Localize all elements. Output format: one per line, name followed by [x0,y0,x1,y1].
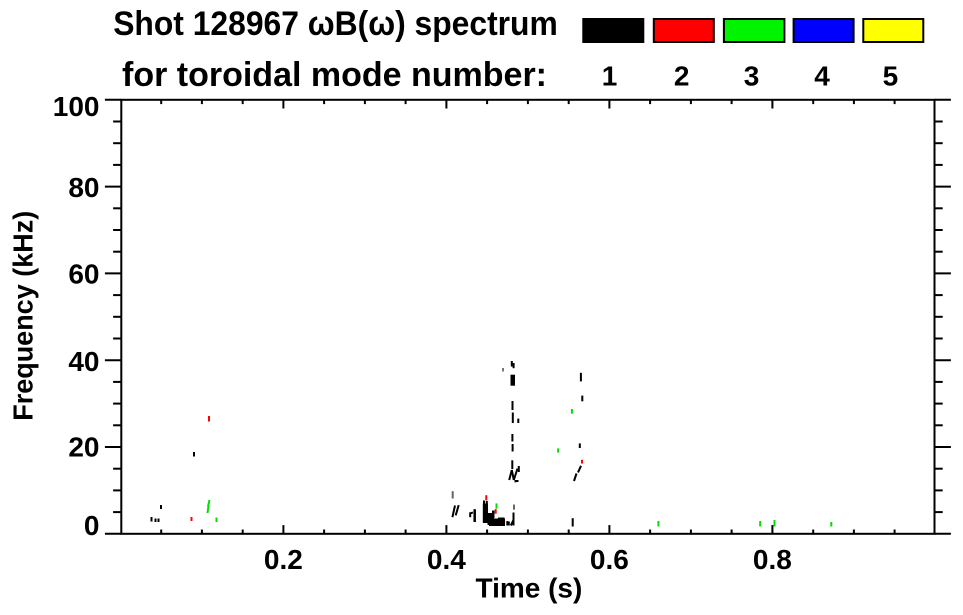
svg-text:4: 4 [814,61,830,92]
svg-text:2: 2 [674,61,690,92]
svg-text:0.6: 0.6 [590,544,629,575]
svg-text:0.4: 0.4 [427,544,466,575]
svg-text:Shot 128967 ωB(ω) spectrum: Shot 128967 ωB(ω) spectrum [113,5,558,43]
svg-text:for toroidal mode number:: for toroidal mode number: [122,56,547,94]
svg-text:Time (s): Time (s) [475,572,582,603]
svg-text:3: 3 [744,61,760,92]
svg-text:0.8: 0.8 [753,544,792,575]
svg-text:80: 80 [68,172,99,203]
svg-text:40: 40 [68,346,99,377]
svg-text:60: 60 [68,259,99,290]
svg-text:0.2: 0.2 [264,544,303,575]
svg-text:Frequency (kHz): Frequency (kHz) [8,211,39,421]
svg-text:0: 0 [84,510,100,541]
svg-text:5: 5 [883,61,899,92]
svg-text:100: 100 [53,91,100,122]
svg-text:1: 1 [602,61,618,92]
svg-text:20: 20 [68,432,99,463]
